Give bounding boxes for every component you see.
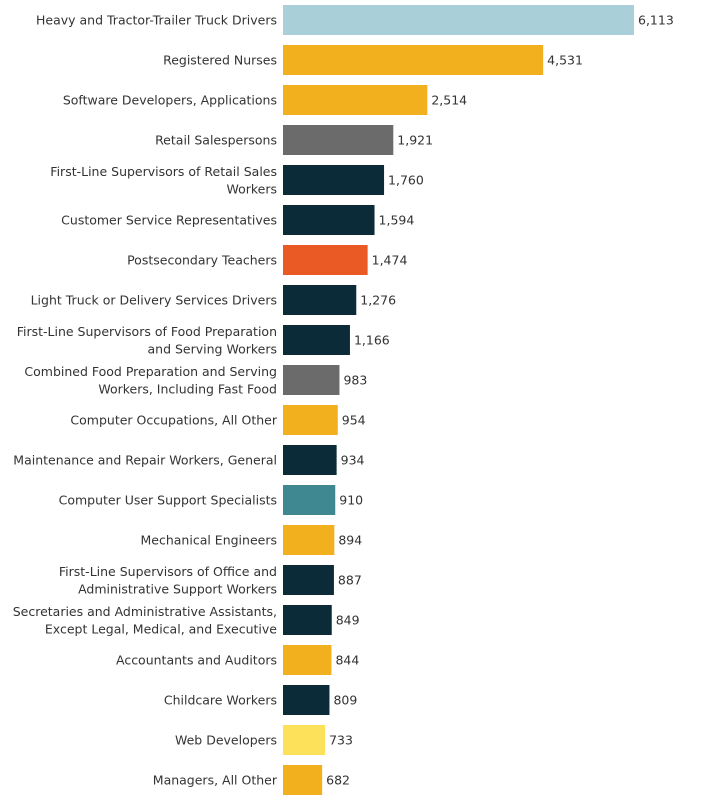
category-label: Web Developers [175,733,277,748]
category-label: Childcare Workers [164,693,277,708]
bar [283,165,385,195]
category-label: Secretaries and Administrative Assistant… [13,604,277,619]
value-label: 1,166 [354,333,390,348]
value-label: 934 [341,453,365,468]
category-label: First-Line Supervisors of Food Preparati… [17,324,277,339]
bar [283,45,544,75]
value-label: 844 [335,653,359,668]
category-label: Postsecondary Teachers [127,253,277,268]
bar [283,205,375,235]
category-label: Managers, All Other [153,773,278,788]
bar [283,445,337,475]
category-label: First-Line Supervisors of Retail Sales [50,164,277,179]
value-labels: 6,113 4,531 2,514 1,921 1,760 1,594 1,474 1,276… [326,13,674,788]
bar [283,5,634,35]
category-label: Computer Occupations, All Other [70,413,277,428]
bar [283,485,336,515]
category-label: Accountants and Auditors [116,653,277,668]
bar [283,405,338,435]
value-label: 6,113 [638,13,674,28]
bar [283,525,335,555]
category-label: Except Legal, Medical, and Executive [45,621,277,636]
category-label: Workers, Including Fast Food [98,381,277,396]
category-label: Workers [226,181,277,196]
bar [283,245,368,275]
value-label: 954 [342,413,366,428]
value-label: 887 [338,573,362,588]
category-label: Mechanical Engineers [141,533,278,548]
category-label: Registered Nurses [163,53,277,68]
category-label: Customer Service Representatives [61,213,277,228]
bar [283,365,340,395]
value-label: 1,474 [372,253,408,268]
bar [283,325,350,355]
category-label: Software Developers, Applications [63,93,277,108]
bar [283,565,334,595]
bar [283,765,323,795]
category-label: Administrative Support Workers [78,581,277,596]
value-label: 1,921 [397,133,433,148]
bar [283,725,326,755]
category-label: First-Line Supervisors of Office and [59,564,277,579]
value-label: 809 [333,693,357,708]
bar [283,85,428,115]
value-label: 682 [326,773,350,788]
bar [283,605,332,635]
value-label: 983 [343,373,367,388]
category-label: Retail Salespersons [155,133,277,148]
value-label: 1,760 [388,173,424,188]
bar [283,645,332,675]
value-label: 1,594 [379,213,415,228]
value-label: 910 [339,493,363,508]
category-label: Computer User Support Specialists [59,493,277,508]
category-label: Light Truck or Delivery Services Drivers [31,293,277,308]
value-label: 849 [336,613,360,628]
category-labels: Heavy and Tractor-Trailer Truck Drivers R… [13,13,278,788]
bar [283,685,330,715]
category-label: and Serving Workers [147,341,277,356]
value-label: 733 [329,733,353,748]
category-label: Heavy and Tractor-Trailer Truck Drivers [36,13,277,28]
value-label: 1,276 [360,293,396,308]
value-label: 894 [338,533,362,548]
value-label: 4,531 [547,53,583,68]
value-label: 2,514 [431,93,467,108]
bar [283,125,394,155]
bar [283,285,357,315]
category-label: Maintenance and Repair Workers, General [13,453,277,468]
category-label: Combined Food Preparation and Serving [24,364,277,379]
bars [283,5,634,795]
